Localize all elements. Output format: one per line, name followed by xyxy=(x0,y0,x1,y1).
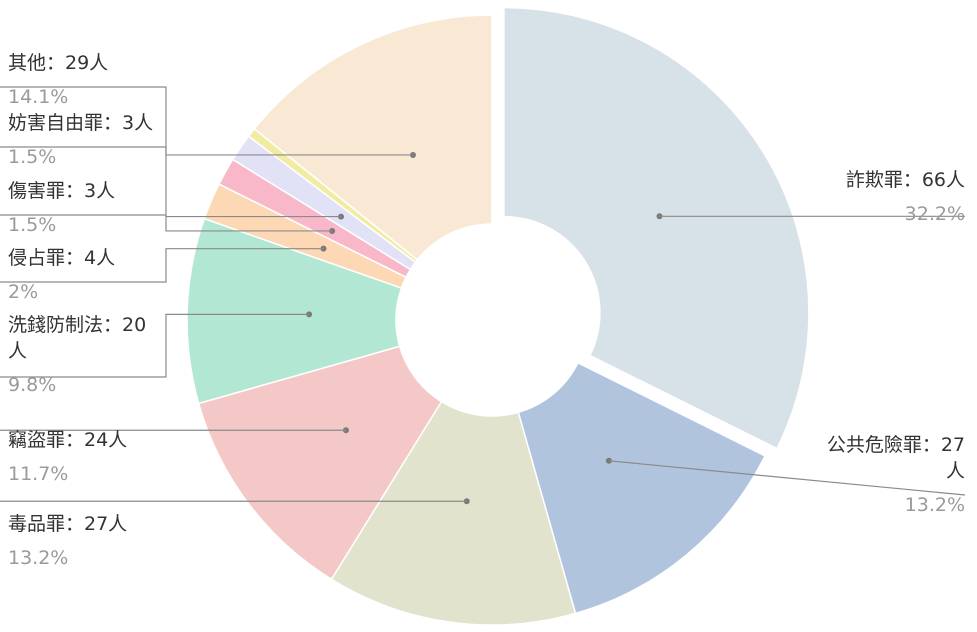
slice-其他 xyxy=(253,14,493,261)
slice-percent-侵占罪: 2% xyxy=(8,281,38,303)
slice-label-妨害自由罪: 妨害自由罪：3人 xyxy=(8,112,153,134)
slice-label-公共危險罪-line2: 人 xyxy=(946,460,965,482)
leader-line-其他 xyxy=(0,86,413,156)
slices-group xyxy=(186,6,810,626)
leader-line-侵占罪 xyxy=(0,248,324,283)
slice-label-竊盜罪: 竊盜罪：24人 xyxy=(8,429,127,451)
slice-label-詐欺罪: 詐欺罪：66人 xyxy=(846,169,965,191)
slice-percent-妨害自由罪: 1.5% xyxy=(8,146,56,168)
slice-percent-竊盜罪: 11.7% xyxy=(8,463,68,485)
slice-洗錢防制法 xyxy=(186,217,403,405)
slice-percent-洗錢防制法: 9.8% xyxy=(8,374,56,396)
slice-label-洗錢防制法: 洗錢防制法：20 xyxy=(8,314,146,336)
slice-公共危險罪 xyxy=(517,361,767,615)
leader-line-傷害罪 xyxy=(0,214,333,232)
leader-lines-group xyxy=(0,86,966,505)
slice-毒品罪 xyxy=(330,400,577,626)
slice-label-洗錢防制法-line2: 人 xyxy=(8,340,27,362)
slice-percent-傷害罪: 1.5% xyxy=(8,214,56,236)
labels-group: 詐欺罪：66人 32.2% 公共危險罪：27 人 13.2% 毒品罪：27人 13.2% 竊盜… xyxy=(8,52,965,569)
slice-label-公共危險罪: 公共危險罪：27 xyxy=(827,434,965,456)
slice-label-侵占罪: 侵占罪：4人 xyxy=(8,247,115,269)
slice-percent-公共危險罪: 13.2% xyxy=(905,494,965,516)
slice-percent-其他: 14.1% xyxy=(8,86,68,108)
leader-line-洗錢防制法 xyxy=(0,313,310,378)
slice-label-傷害罪: 傷害罪：3人 xyxy=(8,180,115,202)
slice-詐欺罪 xyxy=(503,6,810,450)
slice-竊盜罪 xyxy=(197,345,443,581)
slice-label-其他: 其他：29人 xyxy=(8,52,108,74)
leader-line-公共危險罪 xyxy=(608,460,966,496)
slice-percent-詐欺罪: 32.2% xyxy=(905,203,965,225)
slice-label-毒品罪: 毒品罪：27人 xyxy=(8,513,127,535)
slice-percent-毒品罪: 13.2% xyxy=(8,547,68,569)
leader-line-妨害自由罪 xyxy=(0,146,342,218)
